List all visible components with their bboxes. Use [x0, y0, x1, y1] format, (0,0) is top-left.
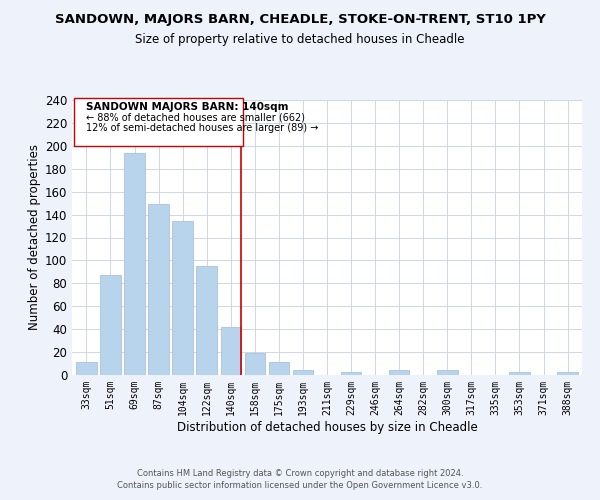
Text: Size of property relative to detached houses in Cheadle: Size of property relative to detached ho…	[135, 32, 465, 46]
Bar	[124, 152, 145, 375]
Bar	[76, 362, 97, 375]
Text: Contains public sector information licensed under the Open Government Licence v3: Contains public sector information licen…	[118, 481, 482, 490]
Bar	[148, 204, 169, 375]
Bar	[221, 327, 241, 375]
Bar	[172, 222, 193, 375]
Bar	[437, 370, 458, 375]
Bar	[293, 370, 313, 375]
Text: ← 88% of detached houses are smaller (662): ← 88% of detached houses are smaller (66…	[86, 112, 305, 122]
Text: SANDOWN, MAJORS BARN, CHEADLE, STOKE-ON-TRENT, ST10 1PY: SANDOWN, MAJORS BARN, CHEADLE, STOKE-ON-…	[55, 12, 545, 26]
Text: SANDOWN MAJORS BARN: 140sqm: SANDOWN MAJORS BARN: 140sqm	[86, 102, 289, 113]
Text: 12% of semi-detached houses are larger (89) →: 12% of semi-detached houses are larger (…	[86, 123, 319, 133]
Y-axis label: Number of detached properties: Number of detached properties	[28, 144, 41, 330]
FancyBboxPatch shape	[74, 98, 243, 146]
Bar	[509, 372, 530, 375]
Bar	[245, 353, 265, 375]
Bar	[100, 276, 121, 375]
X-axis label: Distribution of detached houses by size in Cheadle: Distribution of detached houses by size …	[176, 420, 478, 434]
Bar	[196, 266, 217, 375]
Bar	[557, 372, 578, 375]
Bar	[341, 372, 361, 375]
Bar	[389, 370, 409, 375]
Bar	[269, 362, 289, 375]
Text: Contains HM Land Registry data © Crown copyright and database right 2024.: Contains HM Land Registry data © Crown c…	[137, 468, 463, 477]
